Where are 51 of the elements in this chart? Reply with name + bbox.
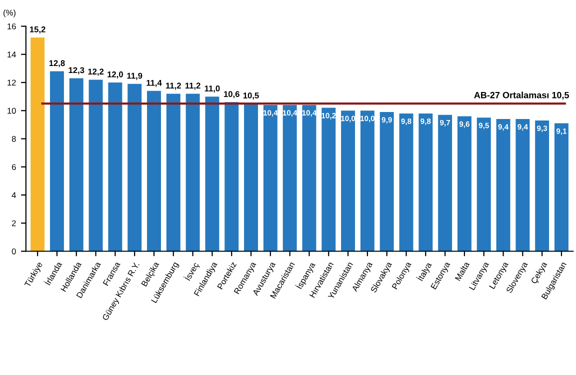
bar [147,90,161,252]
bar [516,119,530,252]
y-tick-label: 4 [12,192,16,198]
bar [88,80,103,252]
bar [224,102,239,252]
bar [108,82,122,252]
data-label: 11,0 [204,86,220,93]
y-tick-label: 0 [12,248,16,254]
y-tick-label: 16 [8,23,16,30]
bar [399,113,414,252]
data-label: 10,6 [224,91,240,98]
data-label: 15,2 [30,26,46,34]
bar [554,123,568,252]
data-label: 12,3 [68,67,84,74]
bar [30,38,45,252]
y-tick-label: 14 [8,52,16,58]
bar [69,78,84,252]
data-label: 11,9 [127,72,142,80]
bar [186,94,200,252]
bar [166,94,180,252]
data-label: 12,2 [88,68,104,76]
bar [128,84,142,252]
data-label: 11,4 [146,80,162,87]
y-tick-label: 8 [12,136,16,142]
bar [535,120,550,252]
data-label: 11,2 [166,82,181,90]
bar [438,114,452,252]
bar [282,105,297,252]
bar [418,113,433,252]
bar [360,110,374,252]
bar [263,105,278,252]
y-tick-label: 6 [12,164,16,170]
data-label: 11,2 [185,82,200,90]
bar [50,71,64,252]
data-label: 12,8 [49,60,65,68]
y-axis-title: (%) [4,9,16,18]
y-tick-label: 2 [12,220,16,226]
bar [244,104,258,252]
ref-line-label: AB-27 Ortalaması 10,5 [474,92,569,100]
bar [496,119,510,252]
data-label: 10,5 [243,92,259,100]
bar [341,110,356,252]
y-tick-label: 12 [8,80,16,86]
bar [302,105,316,252]
y-tick-label: 10 [8,108,16,114]
data-label: 12,0 [108,71,123,79]
bar [205,96,220,252]
bar [457,116,472,252]
bar [476,118,491,252]
bar [322,108,336,252]
bar [380,112,394,252]
